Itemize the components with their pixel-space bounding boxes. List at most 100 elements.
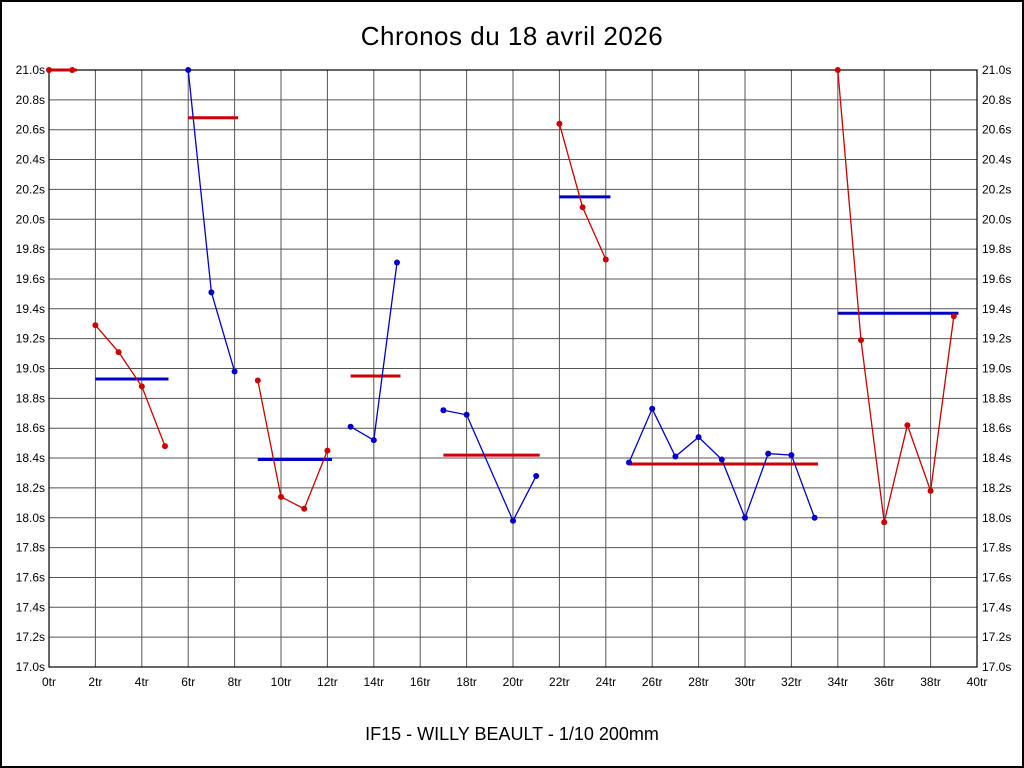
y-tick-label-right: 19.0s [982,362,1011,376]
stint-9-lap-point [904,422,911,429]
x-tick-label: 10tr [271,675,292,689]
stint-2-lap-point [138,383,145,390]
stint-8-lap-point [672,453,679,460]
y-tick-label-left: 20.6s [16,123,45,137]
stint-8-lap-point [718,456,725,463]
stint-8-lap-point [626,459,632,466]
x-tick-label: 0tr [42,675,56,689]
x-tick-label: 6tr [181,675,195,689]
y-tick-label-right: 19.4s [982,302,1011,316]
x-tick-label: 18tr [456,675,477,689]
x-tick-label: 28tr [688,675,709,689]
stint-6-lap-point [533,472,540,479]
x-tick-label: 20tr [503,675,524,689]
y-tick-label-left: 18.8s [16,391,45,405]
y-tick-label-right: 17.0s [982,660,1011,674]
x-tick-label: 4tr [135,675,149,689]
x-tick-label: 26tr [642,675,663,689]
y-tick-label-left: 21.0s [16,63,45,77]
y-tick-label-left: 19.2s [16,332,45,346]
y-tick-label-left: 17.6s [16,570,45,584]
stint-7-lap-point [579,204,586,211]
stint-6-lap-point [463,411,470,418]
stint-5-lap-point [347,423,354,430]
y-tick-label-left: 19.8s [16,242,45,256]
stint-9-lap-point [834,67,841,73]
y-tick-label-right: 18.2s [982,481,1011,495]
stint-3-lap-point [185,67,192,73]
x-tick-label: 40tr [967,675,988,689]
plot-border [48,69,978,668]
y-tick-label-right: 20.8s [982,93,1011,107]
y-tick-label-right: 17.8s [982,541,1011,555]
stint-9-lap-point [927,487,934,494]
stint-8-lap-point [649,405,656,412]
y-tick-label-right: 18.4s [982,451,1011,465]
y-tick-label-right: 18.8s [982,391,1011,405]
stint-3-lap-line [187,69,236,372]
stint-6-lap-point [510,517,516,524]
stint-2-lap-point [162,443,168,450]
y-tick-label-left: 17.2s [16,630,45,644]
y-tick-label-left: 19.4s [16,302,45,316]
stint-2-lap-point [92,322,99,329]
stint-7-lap-point [602,256,609,263]
x-tick-label: 14tr [363,675,384,689]
y-tick-label-left: 18.0s [16,511,45,525]
y-tick-label-right: 19.6s [982,272,1011,286]
y-tick-label-left: 18.2s [16,481,45,495]
stint-1-lap-point [46,67,52,73]
x-tick-label: 2tr [88,675,102,689]
y-tick-label-left: 20.8s [16,93,45,107]
x-tick-label: 36tr [874,675,895,689]
y-tick-label-left: 17.4s [16,600,45,614]
y-tick-label-left: 19.0s [16,362,45,376]
y-tick-label-right: 17.2s [982,630,1011,644]
y-tick-label-right: 18.6s [982,421,1011,435]
y-tick-label-right: 19.2s [982,332,1011,346]
stint-8-lap-point [695,434,702,441]
stint-9-lap-point [881,519,888,526]
stint-4-lap-point [301,505,308,512]
x-tick-label: 22tr [549,675,570,689]
x-tick-label: 38tr [920,675,941,689]
stint-2-lap-line [94,324,166,447]
stint-8-lap-point [811,514,818,521]
y-tick-label-right: 20.6s [982,123,1011,137]
page-title: Chronos du 18 avril 2026 [360,21,664,51]
x-tick-label: 24tr [595,675,616,689]
stint-5-lap-point [370,437,377,444]
y-tick-label-left: 18.6s [16,421,45,435]
x-tick-label: 16tr [410,675,431,689]
y-tick-label-left: 19.6s [16,272,45,286]
stint-9-lap-point [858,337,864,344]
y-tick-label-left: 17.8s [16,541,45,555]
x-tick-label: 34tr [827,675,848,689]
stint-6-lap-point [440,407,447,414]
y-tick-label-right: 20.4s [982,153,1011,167]
stint-4-lap-line [257,380,329,510]
stint-7-lap-line [558,123,607,260]
stint-4-lap-point [324,447,331,454]
y-tick-label-right: 17.6s [982,570,1011,584]
stint-5-lap-point [394,259,400,266]
y-tick-label-left: 20.2s [16,182,45,196]
stint-4-lap-point [278,493,284,500]
stint-8-lap-point [788,452,795,459]
chart-footer-label: IF15 - WILLY BEAULT - 1/10 200mm [365,724,659,744]
stint-8-lap-point [765,450,772,457]
x-tick-label: 32tr [781,675,802,689]
y-tick-label-right: 18.0s [982,511,1011,525]
stint-6-lap-line [443,409,537,523]
stint-1-lap-point [69,67,76,73]
stint-8-lap-point [742,514,748,521]
stint-4-lap-point [254,377,261,384]
stint-9-lap-line [837,69,955,523]
y-tick-label-right: 21.0s [982,63,1011,77]
x-tick-label: 8tr [228,675,242,689]
y-tick-label-left: 18.4s [16,451,45,465]
y-tick-label-left: 20.0s [16,212,45,226]
x-tick-label: 12tr [317,675,338,689]
